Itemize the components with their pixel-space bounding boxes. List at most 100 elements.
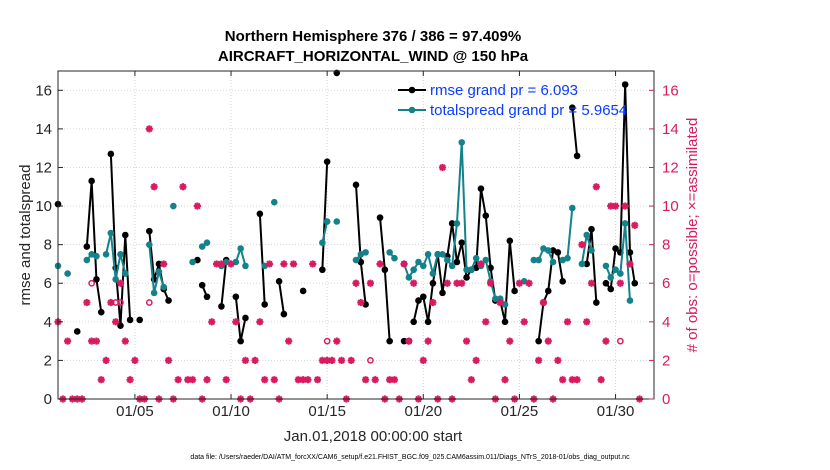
obs-assimilated-marker [602, 337, 610, 345]
obs-assimilated-marker [227, 260, 235, 268]
obs-assimilated-marker [285, 337, 293, 345]
rmse-point [198, 281, 206, 289]
obs-assimilated-marker [539, 298, 548, 307]
obs-assimilated-marker [337, 356, 346, 365]
obs-assimilated-marker [400, 260, 408, 268]
legend-spread-label: totalspread grand pr = 5.9654 [430, 102, 627, 119]
obs-assimilated-marker [515, 279, 524, 287]
obs-assimilated-marker [429, 298, 437, 307]
totalspread-point [160, 283, 168, 291]
rmse-series [54, 69, 639, 345]
rmse-point [511, 287, 518, 295]
rmse-point [415, 297, 422, 304]
x-tick-label: 01/05 [116, 403, 154, 420]
totalspread-point [602, 262, 610, 270]
obs-assimilated-marker [270, 376, 278, 384]
legend-spread-marker [408, 106, 416, 114]
obs-assimilated-marker [150, 183, 158, 191]
obs-assimilated-marker [611, 202, 620, 210]
obs-assimilated-marker [88, 337, 96, 345]
totalspread-point [429, 270, 437, 277]
y-left-tick-label: 6 [44, 275, 52, 292]
obs-assimilated-marker [462, 337, 471, 345]
obs-possible-marker [617, 337, 624, 345]
rmse-point [602, 279, 610, 287]
rmse-point [386, 337, 393, 345]
totalspread-point [458, 139, 466, 146]
totalspread-point [333, 218, 341, 225]
totalspread-point [237, 245, 244, 252]
obs-assimilated-marker [535, 356, 543, 365]
rmse-point [544, 287, 552, 295]
rmse-point [588, 225, 595, 233]
y-left-tick-label: 16 [35, 82, 52, 99]
y-left-tick-label: 4 [44, 314, 52, 331]
obs-assimilated-marker [261, 376, 269, 384]
rmse-point [165, 297, 172, 304]
y-axis-left-label: rmse and totalspread [17, 165, 34, 306]
obs-assimilated-marker [217, 260, 226, 268]
rmse-point [126, 316, 134, 324]
obs-assimilated-marker [467, 376, 475, 384]
obs-assimilated-marker [333, 337, 341, 345]
obs-assimilated-marker [294, 376, 302, 384]
totalspread-point [198, 243, 206, 250]
y-left-tick-label: 12 [35, 159, 52, 176]
rmse-point [203, 293, 211, 301]
obs-assimilated-marker [626, 260, 634, 268]
rmse-point [439, 289, 446, 297]
obs-assimilated-marker [501, 376, 509, 384]
totalspread-point [362, 249, 369, 256]
rmse-point [593, 299, 600, 306]
obs-assimilated-marker [568, 376, 576, 384]
rmse-point [323, 158, 331, 165]
totalspread-point [415, 258, 422, 266]
totalspread-point [93, 252, 100, 260]
obs-assimilated-marker [443, 279, 451, 287]
obs_assimilated-series [54, 125, 644, 403]
obs-assimilated-marker [554, 356, 562, 365]
totalspread-point [242, 262, 249, 270]
obs-assimilated-marker [145, 125, 153, 133]
rmse-point [400, 337, 408, 345]
rmse-point [107, 150, 115, 158]
rmse-point [482, 212, 490, 220]
y-right-tick-label: 12 [662, 159, 679, 176]
totalspread-point [612, 266, 619, 274]
rmse-line [220, 259, 228, 307]
rmse-point [573, 152, 581, 160]
obs-assimilated-marker [544, 337, 552, 345]
rmse-line [537, 249, 564, 342]
rmse-point [621, 81, 629, 88]
totalspread-point [107, 229, 115, 237]
obs-assimilated-marker [116, 279, 125, 287]
totalspread-point [448, 262, 456, 270]
obs-assimilated-marker [458, 279, 466, 287]
obs-assimilated-marker [256, 318, 264, 326]
totalspread-point [410, 266, 417, 274]
obs-assimilated-marker [486, 279, 495, 287]
rmse-point [429, 279, 437, 287]
rmse-point [612, 245, 619, 252]
rmse-point [501, 318, 509, 326]
rmse-point [631, 279, 639, 287]
obs-assimilated-marker [482, 318, 490, 326]
obs-assimilated-marker [164, 356, 173, 365]
x-tick-label: 01/15 [308, 403, 346, 420]
obs-assimilated-marker [438, 163, 447, 172]
x-axis-label: Jan.01,2018 00:00:00 start [284, 428, 463, 445]
obs-assimilated-marker [313, 376, 322, 384]
obs-assimilated-marker [251, 356, 259, 365]
totalspread-point [64, 270, 71, 277]
footnote: data file: /Users/raeder/DAI/ATM_forcXX/… [190, 454, 630, 461]
rmse-point [463, 274, 470, 281]
obs-assimilated-marker [592, 183, 600, 191]
obs-assimilated-marker [265, 260, 274, 268]
totalspread-point [549, 258, 557, 266]
rmse-point [607, 285, 615, 293]
rmse-point [73, 328, 81, 335]
totalspread-point [391, 254, 398, 262]
rmse-point [319, 266, 326, 274]
y-right-tick-label: 8 [662, 237, 670, 254]
obs-assimilated-marker [520, 318, 528, 326]
